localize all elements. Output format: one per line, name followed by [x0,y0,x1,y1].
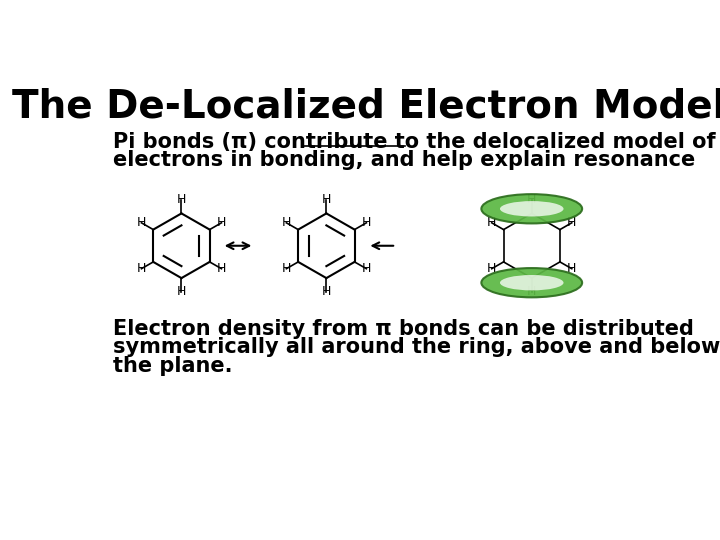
Text: H: H [527,193,536,206]
Text: H: H [527,285,536,298]
Text: H: H [217,262,226,275]
Text: H: H [217,217,226,230]
Ellipse shape [500,275,564,291]
Text: H: H [361,217,371,230]
Text: H: H [322,285,331,298]
Text: H: H [137,217,146,230]
Text: the plane.: the plane. [113,356,233,376]
Text: H: H [567,262,577,275]
Text: symmetrically all around the ring, above and below: symmetrically all around the ring, above… [113,338,720,357]
Text: H: H [137,262,146,275]
Text: Pi bonds (π) contribute to the delocalized model of: Pi bonds (π) contribute to the delocaliz… [113,132,716,152]
Text: H: H [487,217,496,230]
Ellipse shape [482,194,582,224]
Text: electrons in bonding, and help explain resonance: electrons in bonding, and help explain r… [113,150,696,170]
Text: H: H [567,217,577,230]
Ellipse shape [482,268,582,298]
Text: H: H [487,262,496,275]
Text: H: H [177,285,186,298]
Text: Electron density from π bonds can be distributed: Electron density from π bonds can be dis… [113,319,694,339]
Ellipse shape [500,201,564,217]
Text: H: H [282,262,291,275]
Text: H: H [177,193,186,206]
Text: H: H [282,217,291,230]
Text: H: H [322,193,331,206]
Text: H: H [361,262,371,275]
Text: The De-Localized Electron Model: The De-Localized Electron Model [12,88,720,126]
